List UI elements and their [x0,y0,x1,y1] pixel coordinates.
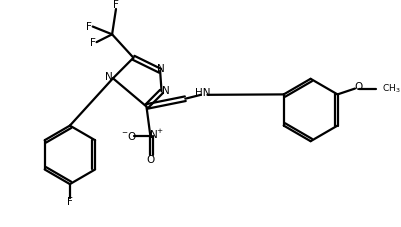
Text: F: F [113,0,119,10]
Text: O: O [146,155,154,165]
Text: F: F [89,38,95,48]
Text: CH$_3$: CH$_3$ [381,82,400,95]
Text: HN: HN [194,88,210,98]
Text: N: N [105,72,113,82]
Text: $^{-}$O: $^{-}$O [121,130,137,142]
Text: F: F [67,197,73,207]
Text: N: N [157,64,165,74]
Text: N$^{+}$: N$^{+}$ [148,128,163,141]
Text: F: F [86,22,91,32]
Text: N: N [162,86,170,96]
Text: O: O [353,81,361,92]
